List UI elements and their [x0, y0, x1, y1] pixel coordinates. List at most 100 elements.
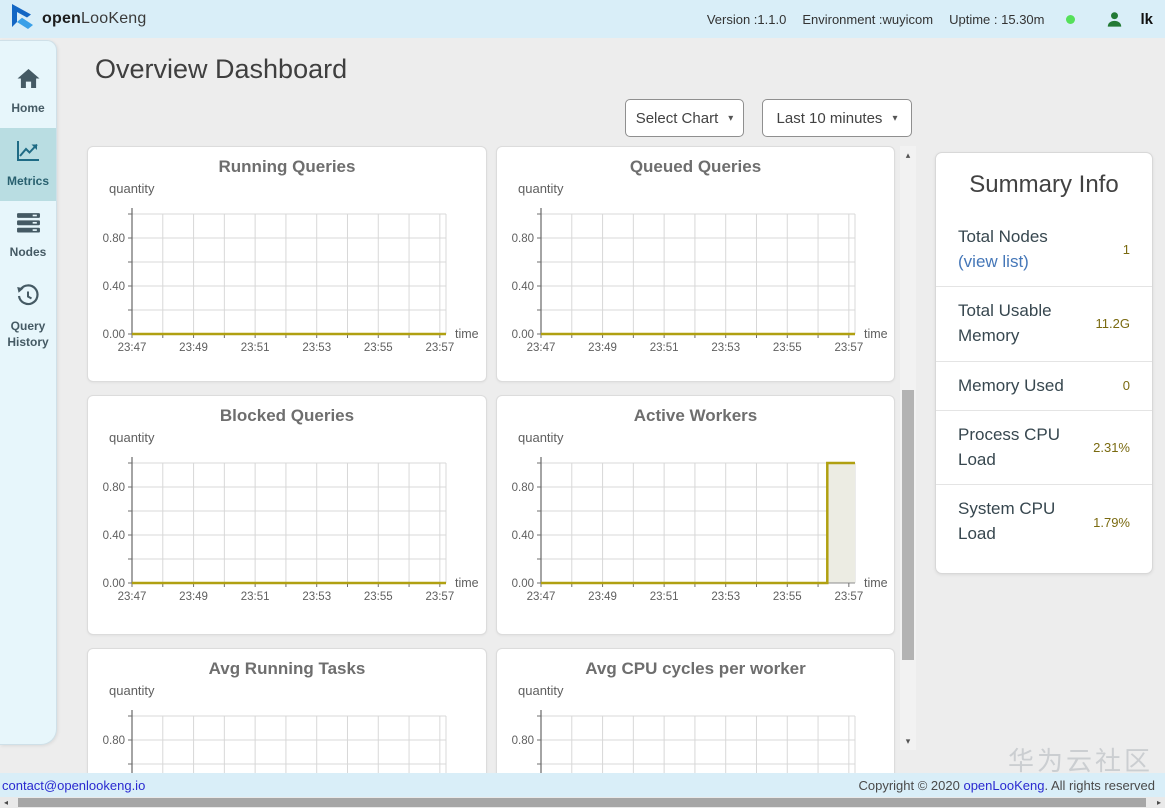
svg-text:23:51: 23:51: [650, 591, 679, 603]
openlookeng-link[interactable]: openLooKeng: [963, 777, 1045, 793]
brand-name: openLooKeng: [42, 10, 147, 27]
svg-text:0.00: 0.00: [512, 578, 534, 590]
svg-text:0.40: 0.40: [512, 530, 534, 542]
svg-text:0.00: 0.00: [103, 329, 125, 341]
scroll-right-arrow-icon[interactable]: ▸: [1156, 798, 1161, 807]
sidebar-item-label: Metrics: [6, 174, 50, 189]
svg-text:23:47: 23:47: [527, 342, 556, 354]
chart-title: Avg Running Tasks: [208, 659, 366, 678]
svg-text:quantity: quantity: [518, 430, 564, 445]
svg-text:23:53: 23:53: [302, 342, 331, 354]
scroll-up-arrow-icon[interactable]: ▴: [905, 149, 911, 160]
svg-text:time: time: [864, 327, 888, 341]
nodes-server-icon: [16, 212, 41, 239]
status-dot: [1066, 14, 1076, 24]
app-header: openLooKeng Version :1.1.0 Environment :…: [0, 0, 1165, 38]
chart-card-running-queries: Running Queries quantity 0.00 0.40 0.80 23:4…: [87, 146, 487, 382]
sidebar-item-metrics[interactable]: Metrics: [0, 128, 56, 202]
chart-canvas-active-workers[interactable]: quantity 0.00 0.40 0.80 23:47 23:49 23:51 23:53…: [497, 428, 895, 613]
summary-title: Summary Info: [969, 171, 1119, 198]
svg-text:23:51: 23:51: [650, 342, 679, 354]
user-icon[interactable]: [1105, 10, 1124, 29]
metrics-chart-icon: [15, 139, 41, 168]
copyright-text: Copyright © 2020 openLooKeng. All rights…: [858, 777, 1155, 793]
svg-text:23:47: 23:47: [118, 342, 147, 354]
svg-text:quantity: quantity: [518, 181, 564, 196]
svg-text:0.40: 0.40: [512, 281, 534, 293]
view-list-link[interactable]: (view list): [958, 251, 1029, 271]
svg-text:0.80: 0.80: [103, 482, 125, 494]
chart-canvas-queued-queries[interactable]: quantity 0.00 0.40 0.80 23:47 23:49 23:51 23:53…: [497, 179, 895, 364]
svg-text:0.40: 0.40: [103, 530, 125, 542]
chart-card-queued-queries: Queued Queries quantity 0.00 0.40 0.80 23:47…: [496, 146, 895, 382]
svg-text:0.40: 0.40: [103, 281, 125, 293]
svg-text:23:49: 23:49: [588, 591, 617, 603]
svg-text:time: time: [864, 576, 888, 590]
sidebar-item-home[interactable]: Home: [0, 57, 56, 128]
svg-text:23:55: 23:55: [364, 591, 393, 603]
summary-row-system-cpu-load: System CPU Load 1.79%: [936, 484, 1152, 558]
svg-text:0.80: 0.80: [512, 735, 534, 747]
sidebar: Home Metrics: [0, 40, 57, 745]
summary-row-process-cpu-load: Process CPU Load 2.31%: [936, 410, 1152, 484]
summary-value: 0: [1122, 378, 1130, 394]
chart-title: Avg CPU cycles per worker: [585, 659, 806, 678]
chart-title: Blocked Queries: [219, 406, 355, 425]
summary-row-total-usable-memory: Total Usable Memory 11.2G: [936, 286, 1152, 360]
summary-label: Total Usable Memory: [958, 301, 1052, 345]
app-footer: contact@openlookeng.io Copyright © 2020 …: [0, 773, 1165, 797]
svg-text:23:55: 23:55: [773, 591, 802, 603]
username-text[interactable]: lk: [1140, 10, 1153, 28]
summary-value: 2.31%: [1093, 440, 1130, 456]
scroll-left-arrow-icon[interactable]: ◂: [3, 798, 8, 807]
horizontal-scrollbar-thumb[interactable]: [18, 798, 1146, 807]
summary-value: 1.79%: [1093, 514, 1130, 530]
svg-text:quantity: quantity: [518, 683, 564, 698]
version-text: Version :1.1.0: [706, 11, 787, 27]
summary-row-memory-used: Memory Used 0: [936, 360, 1152, 411]
svg-text:23:51: 23:51: [241, 342, 270, 354]
svg-text:23:49: 23:49: [179, 342, 208, 354]
svg-text:23:57: 23:57: [834, 342, 863, 354]
svg-text:0.80: 0.80: [103, 233, 125, 245]
scroll-down-arrow-icon[interactable]: ▾: [905, 735, 911, 746]
svg-text:23:57: 23:57: [425, 591, 454, 603]
svg-text:time: time: [455, 576, 479, 590]
charts-grid: Running Queries quantity 0.00 0.40 0.80 23:4…: [87, 146, 895, 808]
svg-text:23:53: 23:53: [711, 591, 740, 603]
environment-text: Environment :wuyicom: [802, 11, 934, 27]
svg-text:23:53: 23:53: [711, 342, 740, 354]
time-range-label: Last 10 minutes: [776, 109, 883, 127]
summary-value: 11.2G: [1095, 316, 1130, 332]
select-chart-dropdown[interactable]: Select Chart ▾: [625, 99, 744, 137]
svg-text:23:49: 23:49: [179, 591, 208, 603]
svg-text:0.00: 0.00: [512, 329, 534, 341]
summary-value: 1: [1122, 242, 1130, 258]
sidebar-item-nodes[interactable]: Nodes: [0, 201, 56, 272]
vertical-scrollbar[interactable]: ▴ ▾: [900, 146, 916, 750]
brand-logo[interactable]: openLooKeng: [10, 3, 147, 36]
svg-text:time: time: [455, 327, 479, 341]
chart-canvas-blocked-queries[interactable]: quantity 0.00 0.40 0.80 23:47 23:49 23:51 23:53…: [88, 428, 486, 613]
svg-text:quantity: quantity: [109, 181, 155, 196]
vertical-scrollbar-thumb[interactable]: [902, 390, 914, 660]
chart-canvas-running-queries[interactable]: quantity 0.00 0.40 0.80 23:47 23:49 23:51 23:53…: [88, 179, 486, 364]
horizontal-scrollbar[interactable]: ◂ ▸: [0, 797, 1165, 808]
chart-card-blocked-queries: Blocked Queries quantity 0.00 0.40 0.80 23:4…: [87, 395, 487, 635]
chart-title: Active Workers: [633, 406, 758, 425]
svg-text:23:57: 23:57: [834, 591, 863, 603]
select-chart-label: Select Chart: [635, 109, 719, 127]
chart-title: Queued Queries: [629, 157, 762, 176]
chart-title: Running Queries: [218, 157, 356, 176]
time-range-dropdown[interactable]: Last 10 minutes ▾: [762, 99, 912, 137]
openlookeng-logo-icon: [10, 3, 36, 36]
sidebar-item-query-history[interactable]: Query History: [0, 273, 56, 362]
summary-row-total-nodes: Total Nodes (view list) 1: [936, 213, 1152, 286]
summary-label: Memory Used: [958, 375, 1064, 395]
summary-info-panel: Summary Info Total Nodes (view list) 1 T…: [935, 152, 1153, 574]
chevron-down-icon: ▾: [728, 112, 734, 124]
svg-text:23:57: 23:57: [425, 342, 454, 354]
svg-text:23:51: 23:51: [241, 591, 270, 603]
contact-link[interactable]: contact@openlookeng.io: [2, 777, 146, 793]
